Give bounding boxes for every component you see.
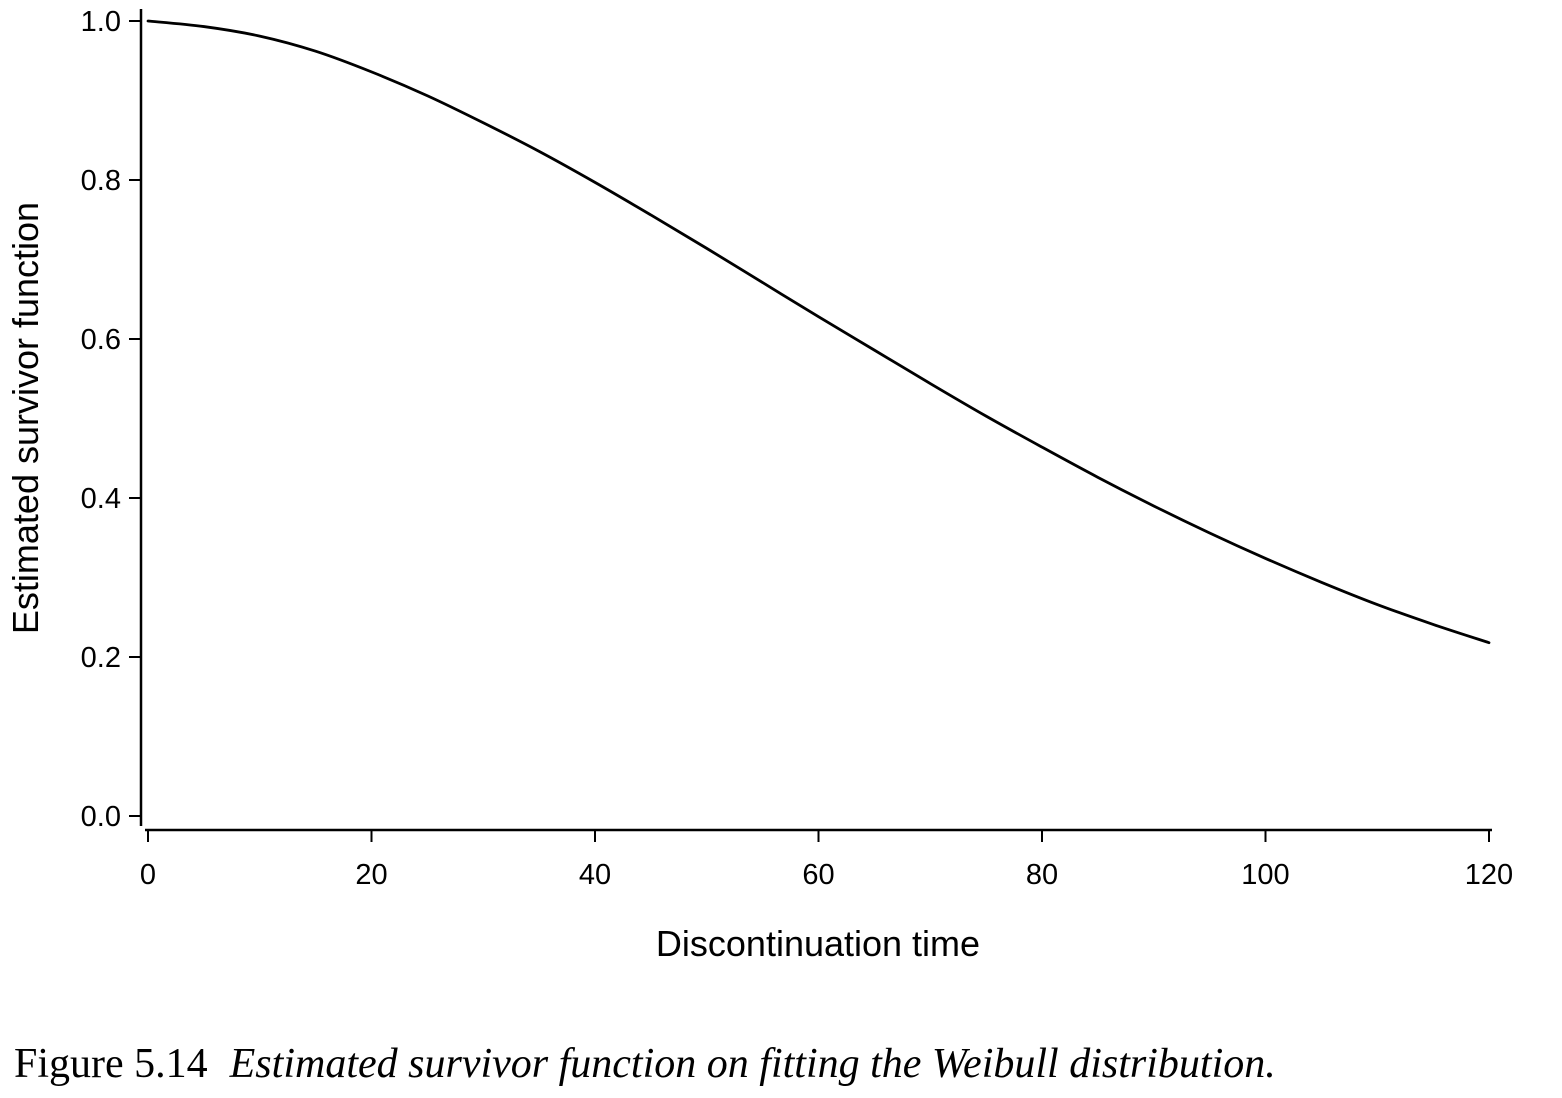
x-tick-label: 100 [1241,859,1289,891]
x-tick-label: 0 [140,859,156,891]
y-tick-label: 0.6 [81,324,121,356]
axes [139,9,1492,832]
caption-number: Figure 5.14 [14,1041,208,1087]
x-tick-label: 80 [1026,859,1058,891]
x-axis-title: Discontinuation time [656,923,980,964]
y-tick-label: 0.8 [81,165,121,197]
ticks: 0.0 0.2 0.4 0.6 0.8 1.0 0 20 40 60 80 100 120 [81,6,1514,891]
y-tick-label: 0.0 [81,801,121,833]
x-tick-label: 120 [1465,859,1513,891]
x-tick-label: 40 [579,859,611,891]
figure-caption: Figure 5.14 Estimated survivor function o… [14,1040,1276,1088]
y-tick-label: 0.4 [81,483,121,515]
survivor-curve-line [146,19,1491,645]
x-tick-label: 20 [355,859,387,891]
y-tick-label: 0.2 [81,642,121,674]
series [146,19,1491,645]
x-tick-label: 60 [802,859,834,891]
y-tick-label: 1.0 [81,6,121,38]
caption-text: Estimated survivor function on fitting t… [229,1041,1276,1087]
y-axis-title: Estimated survivor function [5,202,46,634]
